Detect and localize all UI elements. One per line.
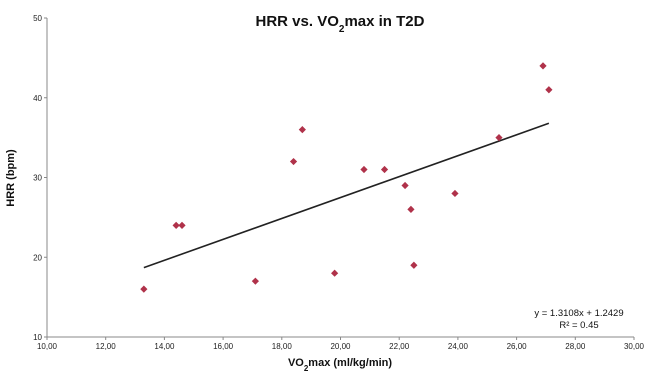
- x-axis-label: VO2max (ml/kg/min): [288, 357, 392, 371]
- trendline: [143, 122, 550, 269]
- data-point: [172, 221, 180, 229]
- x-tick-label: 10,00: [37, 342, 58, 351]
- data-point: [401, 181, 409, 190]
- y-tick-labels: 10 20 30 40 50: [33, 14, 47, 342]
- x-tick-labels: 10,00 12,00 14,00 16,00 18,00 20,00 22,00 24,00…: [37, 337, 645, 351]
- y-axis-label: HRR (bpm): [5, 149, 17, 207]
- data-point: [451, 189, 459, 198]
- x-tick-label: 22,00: [389, 342, 410, 351]
- chart-title: HRR vs. VO2max in T2D: [256, 13, 425, 35]
- data-point: [495, 134, 503, 142]
- r-squared-label: R² = 0.45: [559, 320, 598, 331]
- x-tick-label: 30,00: [624, 342, 645, 351]
- data-point: [289, 157, 298, 166]
- data-point: [410, 261, 418, 269]
- x-tick-label: 16,00: [213, 342, 234, 351]
- data-point: [298, 126, 306, 134]
- data-point: [251, 277, 259, 285]
- y-tick-label: 40: [33, 94, 42, 103]
- x-tick-label: 28,00: [565, 342, 586, 351]
- data-point: [178, 221, 186, 229]
- data-point: [539, 62, 547, 70]
- x-tick-label: 24,00: [448, 342, 469, 351]
- y-tick-label: 30: [33, 174, 42, 183]
- data-point: [140, 285, 148, 293]
- y-tick-label: 10: [33, 333, 42, 342]
- trendline-group: [143, 122, 550, 269]
- data-points: [140, 62, 553, 293]
- y-tick-label: 50: [33, 14, 42, 23]
- regression-equation: y = 1.3108x + 1.2429: [534, 308, 623, 319]
- x-tick-label: 20,00: [330, 342, 351, 351]
- x-tick-label: 12,00: [96, 342, 117, 351]
- x-tick-label: 18,00: [272, 342, 293, 351]
- data-point: [545, 86, 553, 94]
- x-tick-label: 14,00: [154, 342, 175, 351]
- data-point: [360, 165, 368, 174]
- data-point: [380, 165, 389, 174]
- data-point: [331, 269, 339, 277]
- y-tick-label: 20: [33, 253, 42, 262]
- x-tick-label: 26,00: [507, 342, 528, 351]
- data-point: [407, 205, 415, 213]
